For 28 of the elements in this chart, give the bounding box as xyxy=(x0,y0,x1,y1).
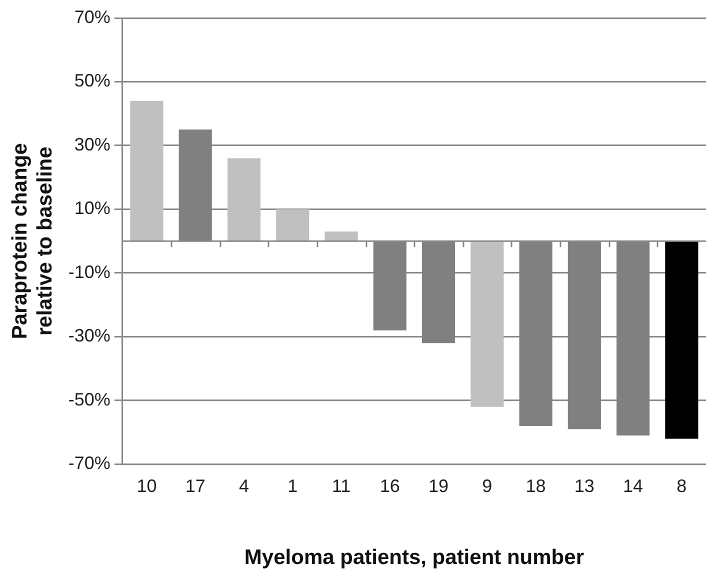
y-tick-label: -70% xyxy=(68,453,110,474)
x-tick-label: 1 xyxy=(288,476,298,496)
x-tick-label: 4 xyxy=(238,476,250,496)
bar xyxy=(665,241,698,439)
x-tick-label: 18 xyxy=(526,476,546,496)
x-tick-label: 17 xyxy=(185,476,206,496)
x-tick-label: 14 xyxy=(623,476,644,496)
y-tick-label: 50% xyxy=(74,70,110,91)
bar xyxy=(324,232,358,242)
y-tick-label: 30% xyxy=(74,134,110,154)
x-tick-label: 13 xyxy=(574,476,594,496)
bar xyxy=(276,209,310,242)
y-tick-label: -10% xyxy=(68,262,110,282)
bar xyxy=(470,241,504,407)
y-tick-label: 10% xyxy=(74,198,110,218)
y-axis-title: Paraprotein change relative to baseline xyxy=(8,143,57,340)
y-tick-label: -30% xyxy=(68,326,110,346)
x-tick-label: 9 xyxy=(482,476,492,496)
y-tick-label: 70% xyxy=(74,6,110,27)
x-tick-label: 8 xyxy=(676,476,687,496)
x-tick-label: 10 xyxy=(136,476,157,496)
y-tick-label: -50% xyxy=(68,389,110,410)
bar xyxy=(130,100,164,242)
x-tick-label: 16 xyxy=(380,476,400,496)
x-tick-label: 11 xyxy=(332,476,351,496)
x-tick-label: 19 xyxy=(428,476,449,496)
x-axis-title: Myeloma patients, patient number xyxy=(244,546,584,570)
bar xyxy=(227,158,261,242)
